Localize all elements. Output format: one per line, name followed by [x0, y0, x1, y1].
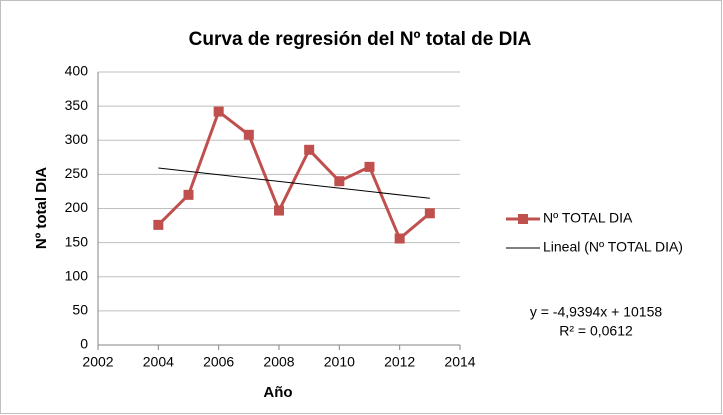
- marker: [424, 208, 435, 219]
- marker: [304, 144, 315, 155]
- x-tick-label: 2012: [384, 354, 415, 370]
- legend-label: Lineal (Nº TOTAL DIA): [543, 239, 683, 255]
- marker: [153, 219, 164, 230]
- equation: y = -4,9394x + 10158: [530, 304, 663, 320]
- y-tick-label: 400: [65, 63, 89, 79]
- y-tick-label: 100: [65, 267, 89, 283]
- series-line: [157, 109, 431, 241]
- x-tick-label: 2002: [82, 354, 113, 370]
- y-axis-label: Nº total DIA: [33, 167, 50, 249]
- trend-line: [158, 167, 430, 199]
- marker: [274, 205, 284, 216]
- marker: [394, 233, 405, 244]
- y-tick-label: 300: [65, 131, 89, 147]
- y-tick-label: 0: [80, 336, 88, 352]
- marker: [334, 176, 345, 187]
- marker: [243, 129, 254, 140]
- y-tick-label: 50: [72, 302, 88, 318]
- y-tick-label: 150: [65, 233, 89, 249]
- y-tick-label: 200: [65, 199, 89, 215]
- y-tick-label: 350: [65, 97, 89, 113]
- legend-marker: [518, 214, 528, 224]
- chart-title: Curva de regresión del Nº total de DIA: [189, 29, 532, 50]
- x-tick-label: 2010: [324, 354, 355, 370]
- marker: [213, 106, 224, 117]
- x-axis-label: Año: [263, 384, 292, 401]
- r-squared: R² = 0,0612: [559, 323, 633, 339]
- x-tick-label: 2004: [143, 354, 174, 370]
- marker: [183, 189, 194, 200]
- x-tick-label: 2006: [203, 354, 234, 370]
- x-tick-label: 2008: [263, 354, 294, 370]
- marker: [364, 161, 375, 172]
- x-tick-label: 2014: [444, 354, 475, 370]
- legend-label: Nº TOTAL DIA: [543, 210, 633, 226]
- y-tick-label: 250: [65, 165, 89, 181]
